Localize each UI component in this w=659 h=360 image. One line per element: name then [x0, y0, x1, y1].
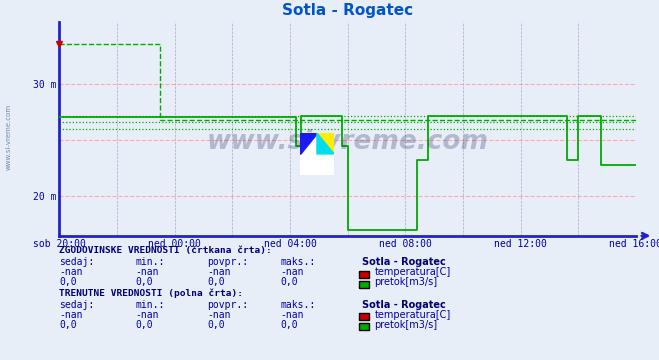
Text: Sotla - Rogatec: Sotla - Rogatec: [362, 300, 446, 310]
Text: -nan: -nan: [208, 310, 231, 320]
Text: -nan: -nan: [280, 267, 304, 277]
Text: temperatura[C]: temperatura[C]: [374, 267, 451, 277]
Text: 0,0: 0,0: [135, 277, 153, 287]
Text: pretok[m3/s]: pretok[m3/s]: [374, 320, 438, 330]
Text: povpr.:: povpr.:: [208, 257, 248, 267]
Text: min.:: min.:: [135, 257, 165, 267]
Text: 0,0: 0,0: [135, 320, 153, 330]
Polygon shape: [300, 133, 317, 154]
Text: -nan: -nan: [59, 267, 83, 277]
Text: maks.:: maks.:: [280, 257, 315, 267]
Text: min.:: min.:: [135, 300, 165, 310]
Text: 0,0: 0,0: [59, 320, 77, 330]
Text: -nan: -nan: [59, 310, 83, 320]
Polygon shape: [317, 133, 334, 154]
Text: -nan: -nan: [135, 310, 159, 320]
Text: -nan: -nan: [208, 267, 231, 277]
Text: Sotla - Rogatec: Sotla - Rogatec: [362, 257, 446, 267]
Text: maks.:: maks.:: [280, 300, 315, 310]
Text: www.si-vreme.com: www.si-vreme.com: [207, 129, 488, 154]
Text: temperatura[C]: temperatura[C]: [374, 310, 451, 320]
Text: -nan: -nan: [135, 267, 159, 277]
Text: sedaj:: sedaj:: [59, 257, 94, 267]
Text: sedaj:: sedaj:: [59, 300, 94, 310]
Text: 0,0: 0,0: [59, 277, 77, 287]
Polygon shape: [317, 133, 334, 154]
Text: 0,0: 0,0: [280, 320, 298, 330]
Title: Sotla - Rogatec: Sotla - Rogatec: [282, 3, 413, 18]
Text: ZGODOVINSKE VREDNOSTI (črtkana črta):: ZGODOVINSKE VREDNOSTI (črtkana črta):: [59, 246, 272, 255]
Text: povpr.:: povpr.:: [208, 300, 248, 310]
Text: www.si-vreme.com: www.si-vreme.com: [5, 104, 12, 170]
Text: pretok[m3/s]: pretok[m3/s]: [374, 277, 438, 287]
Text: -nan: -nan: [280, 310, 304, 320]
Text: 0,0: 0,0: [208, 320, 225, 330]
Text: 0,0: 0,0: [208, 277, 225, 287]
Text: 0,0: 0,0: [280, 277, 298, 287]
Text: TRENUTNE VREDNOSTI (polna črta):: TRENUTNE VREDNOSTI (polna črta):: [59, 288, 243, 297]
